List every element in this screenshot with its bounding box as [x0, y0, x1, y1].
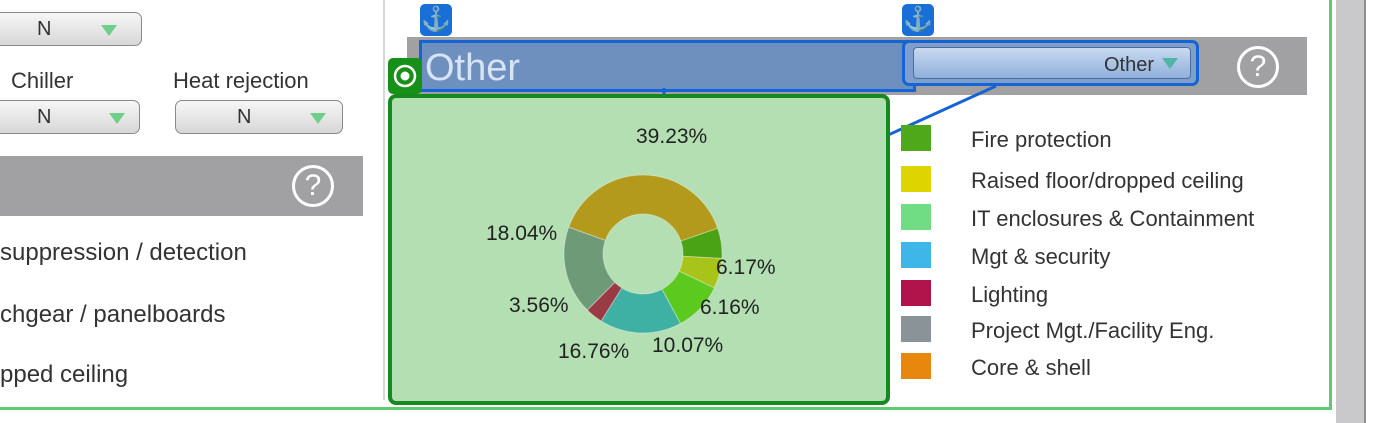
slice-label: 10.07%: [652, 334, 724, 357]
legend-swatch: [901, 166, 931, 192]
legend-label: Project Mgt./Facility Eng.: [971, 318, 1215, 343]
heat-rejection-dropdown[interactable]: N: [175, 100, 343, 134]
donut-slice: [568, 174, 719, 242]
legend-swatch: [901, 242, 931, 268]
help-icon[interactable]: ?: [1237, 46, 1279, 88]
top-dropdown[interactable]: N: [0, 12, 142, 46]
slice-label: 16.76%: [558, 340, 630, 363]
chart-panel[interactable]: 39.23% 6.17% 6.16% 10.07% 16.76% 3.56% 1…: [388, 94, 890, 405]
donut-slice: [586, 281, 623, 322]
slice-label: 18.04%: [486, 222, 558, 245]
legend-swatch: [901, 316, 931, 342]
legend-label: Lighting: [971, 282, 1049, 307]
help-icon[interactable]: ?: [292, 165, 334, 207]
heat-rejection-label: Heat rejection: [173, 68, 309, 93]
right-margin: [1366, 0, 1380, 423]
list-item: pped ceiling: [0, 361, 129, 388]
section-title: Other: [425, 47, 521, 89]
chevron-down-icon: [310, 113, 326, 124]
legend-swatch: [901, 125, 931, 151]
left-section-header: ?: [0, 156, 363, 216]
section-title-box[interactable]: Other: [419, 40, 916, 92]
donut-slice: [600, 287, 682, 334]
chiller-label: Chiller: [11, 68, 74, 93]
donut-chart: [563, 174, 723, 334]
anchor-icon[interactable]: ⚓: [902, 4, 934, 36]
chevron-down-icon: [101, 25, 117, 36]
donut-slice: [680, 227, 723, 260]
scrollbar-track[interactable]: [1336, 0, 1366, 423]
slice-label: 6.16%: [700, 296, 760, 319]
target-icon[interactable]: [388, 58, 422, 94]
slice-label: 39.23%: [636, 125, 708, 148]
panel-divider: [383, 0, 385, 400]
section-dropdown-value: Other: [1103, 54, 1154, 76]
legend-label: Fire protection: [971, 127, 1112, 152]
donut-slice: [661, 270, 716, 325]
scrollbar-edge: [1364, 0, 1366, 423]
list-item: suppression / detection: [0, 239, 247, 266]
chiller-dropdown[interactable]: N: [0, 100, 140, 134]
section-frame: [0, 0, 1332, 410]
section-dropdown[interactable]: Other: [902, 40, 1199, 86]
donut-slice: [678, 255, 723, 289]
slice-label: 3.56%: [509, 294, 569, 317]
slice-label: 6.17%: [716, 256, 776, 279]
legend-label: Core & shell: [971, 355, 1091, 380]
chevron-down-icon: [109, 113, 125, 124]
legend-label: Raised floor/dropped ceiling: [971, 168, 1244, 193]
chiller-dropdown-value: N: [37, 106, 52, 128]
heat-rejection-dropdown-value: N: [237, 106, 252, 128]
donut-slice: [563, 226, 616, 311]
target-icon-glyph: [393, 64, 417, 88]
chevron-down-icon: [1162, 58, 1178, 69]
legend-label: IT enclosures & Containment: [971, 206, 1255, 231]
legend-swatch: [901, 204, 931, 230]
legend-swatch: [901, 353, 931, 379]
list-item: chgear / panelboards: [0, 301, 226, 328]
legend-swatch: [901, 280, 931, 306]
top-dropdown-value: N: [37, 18, 52, 40]
section-dropdown-inner: Other: [913, 47, 1191, 79]
legend-label: Mgt & security: [971, 244, 1111, 269]
anchor-icon[interactable]: ⚓: [420, 4, 452, 36]
